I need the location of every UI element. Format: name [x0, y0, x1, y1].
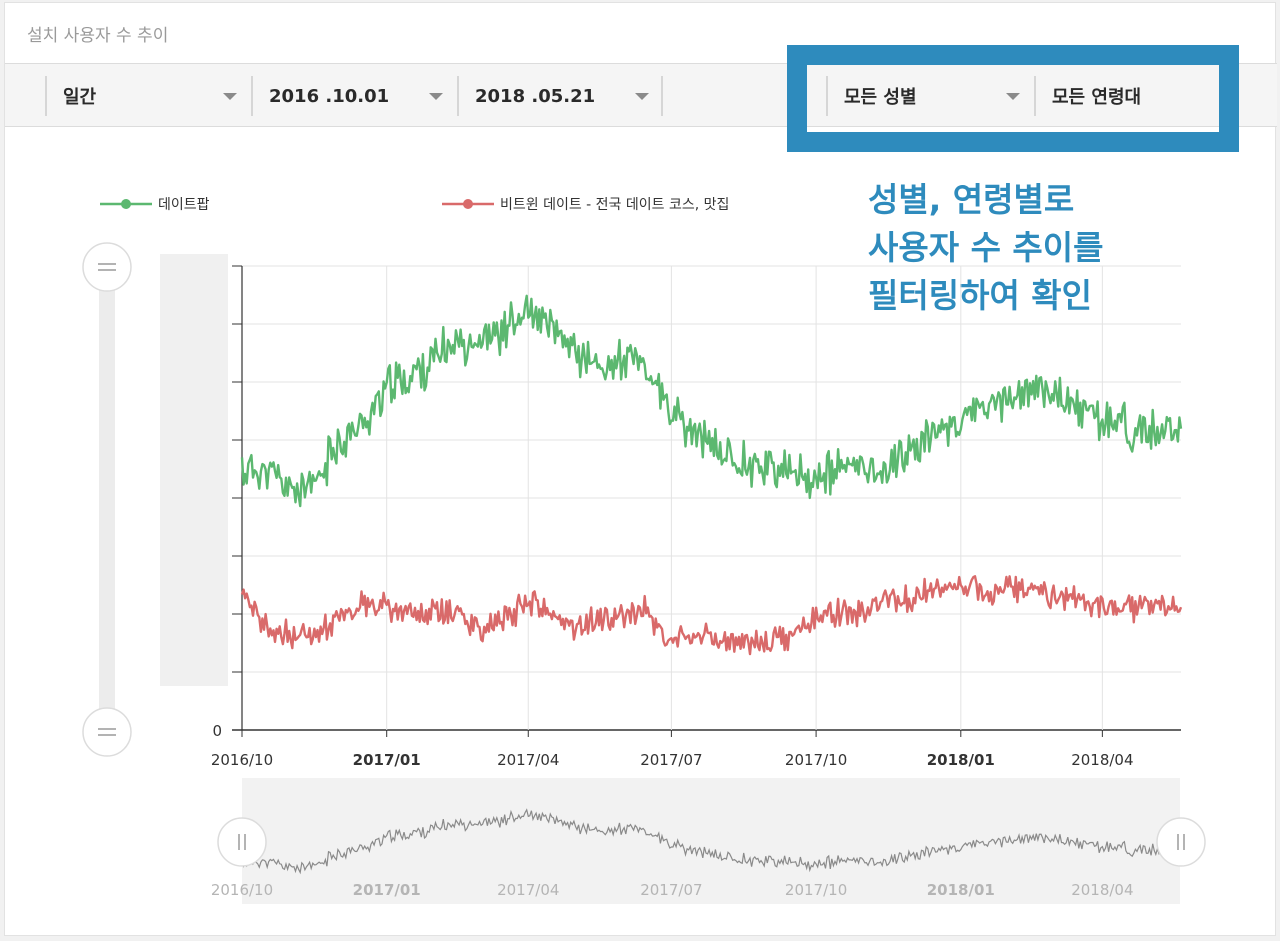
- period-dropdown-label: 일간: [63, 87, 97, 108]
- series-line-1[interactable]: [240, 294, 1183, 508]
- legend: 데이트팝 비트윈 데이트 - 전국 데이트 코스, 맛집: [100, 197, 729, 213]
- series-line-2[interactable]: [240, 575, 1183, 656]
- navigator-tick-label: 2017/10: [785, 881, 847, 899]
- navigator-tick-label: 2017/07: [640, 881, 702, 899]
- start-date-dropdown[interactable]: 2016 .10.01: [251, 76, 457, 116]
- filter-divider: [661, 76, 663, 116]
- chevron-down-icon: [429, 93, 443, 100]
- navigator-tick-label: 2018/04: [1071, 881, 1133, 899]
- navigator-series-line: [241, 808, 1182, 875]
- annotation-line-1: 성별, 연령별로: [868, 180, 1075, 219]
- x-tick-label: 2017/10: [785, 751, 847, 769]
- navigator-handle-right[interactable]: [1156, 817, 1206, 867]
- navigator: 2016/10 2017/01 2017/04 2017/07 2017/10 2018/…: [211, 778, 1206, 904]
- x-tick-label: 2017/04: [497, 751, 559, 769]
- vertical-slider-handle-bottom[interactable]: [82, 707, 132, 757]
- vertical-slider-range: [160, 254, 228, 686]
- gender-dropdown-label: 모든 성별: [844, 87, 917, 108]
- period-dropdown[interactable]: 일간: [45, 76, 251, 116]
- navigator-plot: 2016/10 2017/01 2017/04 2017/07 2017/10 2018/…: [211, 808, 1182, 899]
- chevron-down-icon: [223, 93, 237, 100]
- x-tick-label: 2017/01: [353, 751, 421, 769]
- legend-label-series-1: 데이트팝: [158, 197, 210, 213]
- legend-item-series-2[interactable]: 비트윈 데이트 - 전국 데이트 코스, 맛집: [442, 197, 729, 213]
- x-tick-label: 2016/10: [211, 751, 273, 769]
- annotation-line-2: 사용자 수 추이를: [868, 228, 1104, 267]
- y-tick-label: 0: [212, 722, 222, 740]
- navigator-tick-label: 2018/01: [927, 881, 995, 899]
- navigator-handle-left[interactable]: [217, 817, 267, 867]
- legend-item-series-1[interactable]: 데이트팝: [100, 197, 210, 213]
- legend-label-series-2: 비트윈 데이트 - 전국 데이트 코스, 맛집: [500, 197, 729, 213]
- x-tick-label: 2018/01: [927, 751, 995, 769]
- x-tick-label: 2017/07: [640, 751, 702, 769]
- chevron-down-icon: [1006, 93, 1020, 100]
- plot-area: 0 2016/10 2017/01 2017/04 2017/07 2017/10 2018…: [211, 265, 1183, 769]
- navigator-tick-label: 2016/10: [211, 881, 273, 899]
- card-title: 설치 사용자 수 추이: [27, 26, 169, 46]
- annotation-callout: 성별, 연령별로 사용자 수 추이를 필터링하여 확인: [868, 176, 1104, 320]
- navigator-tick-label: 2017/01: [353, 881, 421, 899]
- chevron-down-icon: [635, 93, 649, 100]
- vertical-slider-handle-top[interactable]: [82, 242, 132, 292]
- vertical-slider-track[interactable]: [99, 268, 115, 732]
- start-date-label: 2016 .10.01: [269, 85, 390, 107]
- age-dropdown-label: 모든 연령대: [1052, 87, 1142, 108]
- filter-bar: 일간 2016 .10.01 2018 .05.21 모든 성별 모든 연령대: [5, 63, 1277, 127]
- end-date-label: 2018 .05.21: [475, 85, 596, 107]
- navigator-tick-label: 2017/04: [497, 881, 559, 899]
- gender-dropdown[interactable]: 모든 성별: [826, 76, 1034, 116]
- end-date-dropdown[interactable]: 2018 .05.21: [457, 76, 663, 116]
- vertical-range-slider: [82, 242, 228, 757]
- x-tick-label: 2018/04: [1071, 751, 1133, 769]
- annotation-line-3: 필터링하여 확인: [868, 276, 1093, 315]
